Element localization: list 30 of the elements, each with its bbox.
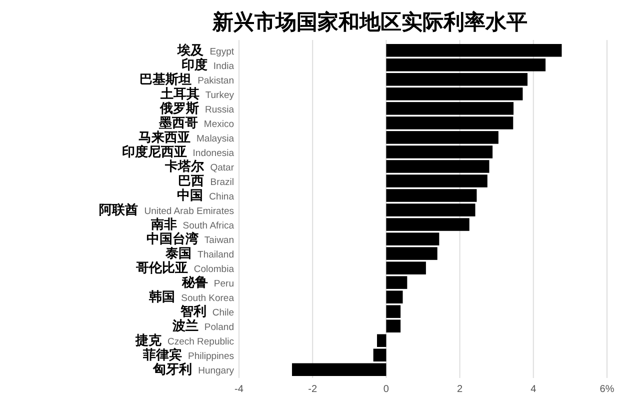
y-tick-label: 中国台湾 Taiwan [146, 231, 234, 248]
y-tick-label: 马来西亚 Malaysia [138, 130, 235, 146]
y-tick-label: 埃及 Egypt [176, 42, 234, 58]
y-tick-label: 土耳其 Turkey [159, 86, 234, 102]
y-tick-label: 中国 China [177, 188, 235, 204]
y-tick-label: 哥伦比亚 Colombia [134, 261, 235, 276]
y-tick-label: 墨西哥 Mexico [158, 116, 234, 131]
y-tick-label: 巴西 Brazil [178, 174, 234, 189]
y-tick-label: 南非 South Africa [150, 218, 235, 233]
x-tick-label: -4 [234, 384, 244, 396]
y-tick-label: 泰国 Thailand [164, 246, 234, 262]
y-tick-label: 智利 Chile [179, 304, 234, 320]
y-tick-label: 卡塔尔 Qatar [164, 159, 234, 174]
y-tick-label: 韩国 South Korea [148, 290, 235, 306]
x-tick-label: 0 [383, 384, 390, 396]
y-tick-label: 巴基斯坦 Pakistan [140, 72, 234, 88]
chart-title: 新兴市场国家和地区实际利率水平 [212, 10, 528, 34]
y-tick-label: 俄罗斯 Russia [158, 101, 235, 116]
x-tick-label: 4 [530, 384, 537, 396]
y-tick-label: 印度尼西亚 Indonesia [122, 144, 235, 160]
x-tick-label: 6% [600, 384, 614, 396]
y-tick-label: 印度 India [181, 56, 235, 73]
y-tick-label: 波兰 Poland [171, 318, 234, 334]
y-tick-label: 捷克 Czech Republic [134, 334, 234, 349]
x-tick-label: -2 [308, 384, 318, 396]
y-tick-label: 匈牙利 Hungary [152, 362, 234, 378]
y-tick-label: 菲律宾 Philippines [142, 347, 234, 364]
x-tick-label: 2 [457, 384, 464, 396]
y-tick-label: 阿联酋 United Arab Emirates [99, 203, 234, 218]
y-tick-label: 秘鲁 Peru [180, 274, 234, 291]
